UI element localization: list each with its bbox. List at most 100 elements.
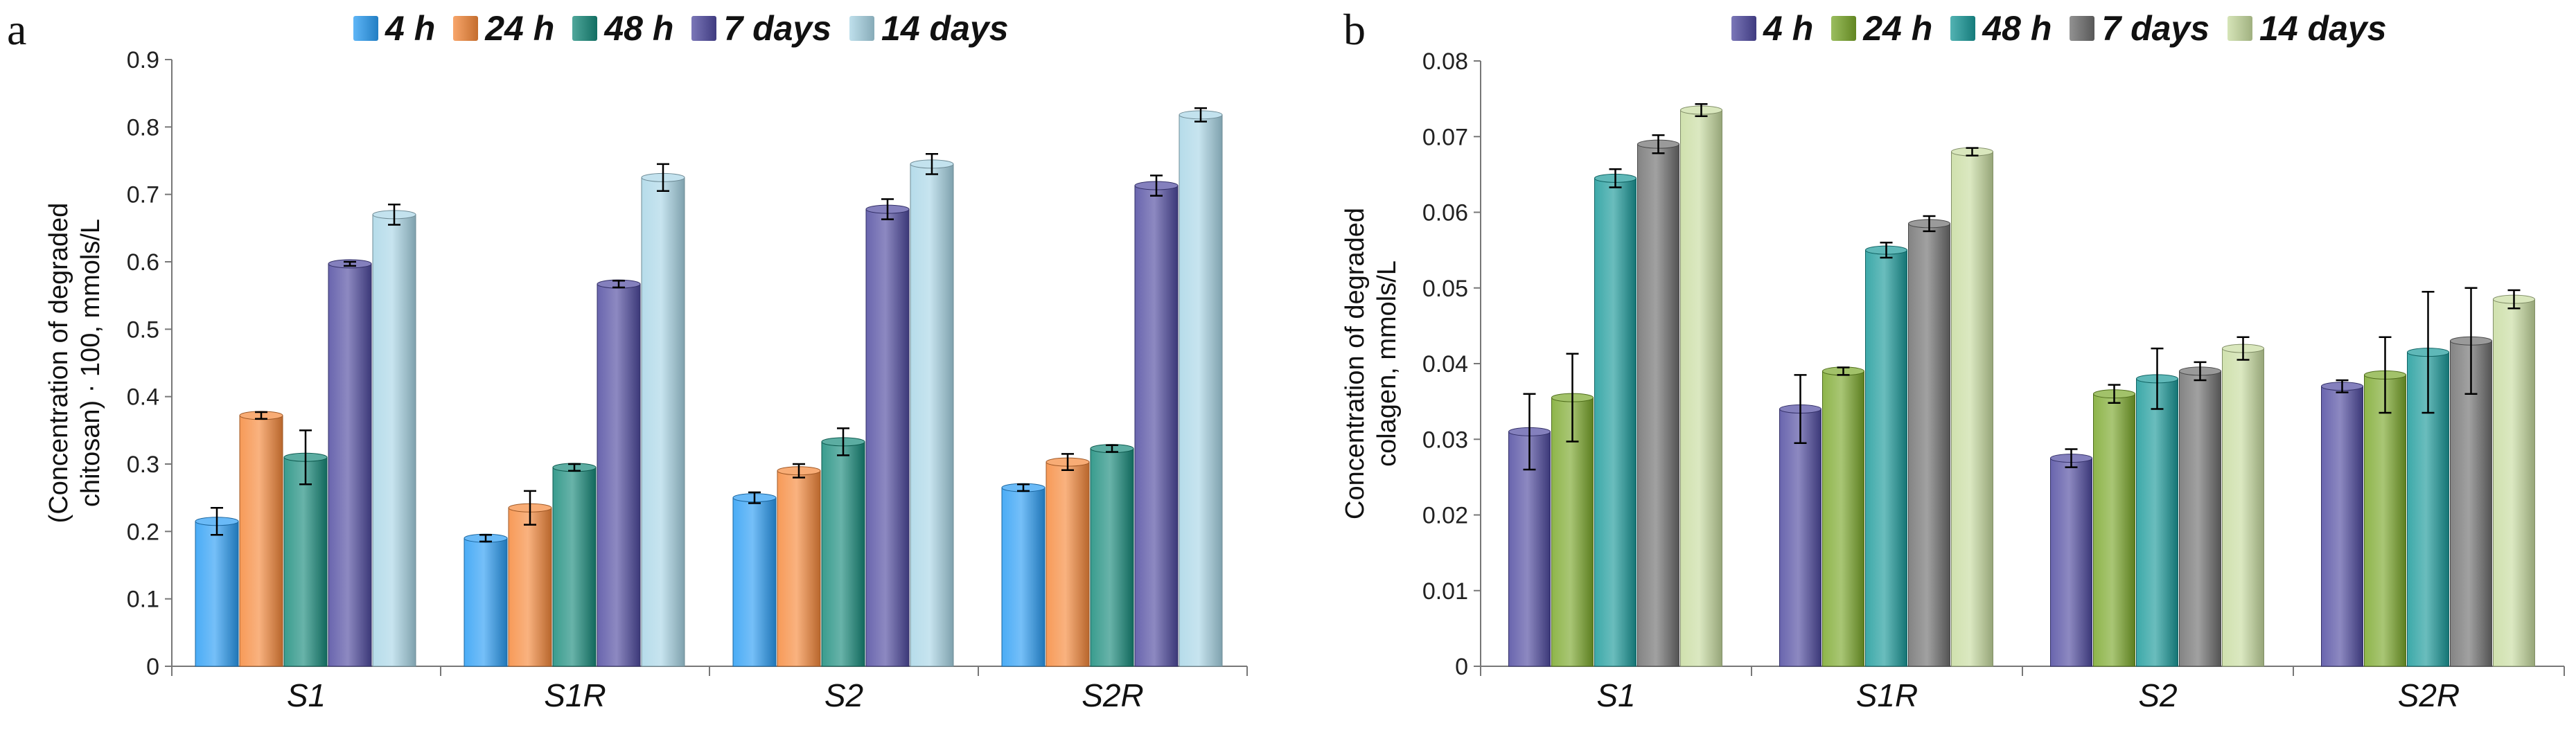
y-tick-label: 0.6 [127, 249, 159, 276]
error-bar [1695, 103, 1708, 118]
legend-label: 14 days [881, 9, 1009, 48]
error-bar [2194, 361, 2207, 382]
legend-swatch [849, 16, 875, 41]
error-bar [1652, 134, 1665, 154]
bar [2179, 371, 2221, 667]
legend-item: 24 h [1831, 8, 1932, 48]
chart-plot-b: 0 0.01 0.02 0.03 0.04 0.05 0.06 0.07 0.08 S1 S1R S2… [1422, 48, 2565, 713]
legend-label: 48 h [604, 9, 674, 48]
error-bar [388, 204, 400, 226]
error-bar [2336, 379, 2349, 393]
legend-item: 4 h [353, 8, 435, 48]
bar [2321, 386, 2363, 667]
bar [1951, 151, 1993, 667]
legend-label: 4 h [1763, 9, 1814, 48]
legend-swatch [2227, 16, 2253, 41]
bar [1637, 143, 1679, 667]
error-bar [1194, 107, 1207, 123]
y-tick-label: 0.07 [1422, 124, 1468, 150]
bar [1908, 223, 1950, 667]
bar [2136, 378, 2178, 667]
error-bar [1880, 241, 1893, 259]
axes: 0 0.1 0.2 0.3 0.4 0.5 0.6 0.7 0.8 0.9 S1 S1R S2 S2R [127, 47, 1248, 713]
legend-swatch [2070, 16, 2095, 41]
legend-item: 48 h [1950, 8, 2052, 48]
error-bar [657, 163, 669, 193]
y-tick-label: 0.06 [1422, 200, 1468, 226]
error-bar [2464, 287, 2478, 395]
y-tick-label: 0.04 [1422, 351, 1468, 377]
y-tick-label: 0 [146, 654, 159, 680]
error-bar [837, 427, 849, 456]
error-bar [1061, 453, 1074, 472]
error-bar [2379, 336, 2392, 414]
error-bar [479, 533, 492, 543]
bar [1046, 461, 1090, 667]
error-bar [2421, 290, 2435, 414]
chart-panel-a: a (Concentration of degraded chitosan) ·… [7, 5, 1248, 713]
legend-label: 24 h [1863, 9, 1933, 48]
bar [777, 470, 821, 667]
panel-letter-b: b [1343, 5, 1366, 54]
legend-swatch [572, 16, 598, 41]
bar [2093, 393, 2135, 667]
y-tick-label: 0.5 [127, 317, 159, 343]
x-tick-label: S1 [1596, 677, 1635, 713]
error-bar [1150, 175, 1163, 197]
bar [1865, 249, 1907, 667]
bar [821, 441, 865, 667]
bar [732, 497, 777, 667]
bar [283, 456, 328, 667]
bar [2050, 458, 2092, 667]
bar [372, 214, 416, 667]
y-tick-label: 0.8 [127, 114, 159, 141]
legend-item: 7 days [2070, 8, 2209, 48]
legend: 4 h 24 h 48 h 7 days 14 days [1731, 8, 2387, 48]
panel-letter-a: a [7, 5, 27, 54]
legend-item: 24 h [453, 8, 554, 48]
legend-item: 48 h [572, 8, 673, 48]
error-bar [299, 429, 312, 486]
y-tick-label: 0.9 [127, 47, 159, 73]
bar [1551, 397, 1594, 667]
bar [1594, 177, 1637, 667]
legend-swatch [691, 16, 717, 41]
bar [2493, 299, 2535, 667]
y-tick-label: 0.2 [127, 519, 159, 545]
y-tick-label: 0.05 [1422, 276, 1468, 302]
legend-label: 14 days [2259, 9, 2387, 48]
error-bar [2507, 289, 2521, 310]
error-bar [2237, 336, 2250, 361]
y-tick-label: 0.03 [1422, 427, 1468, 453]
error-bar [1566, 353, 1579, 443]
bar [328, 263, 372, 667]
legend-label: 7 days [2101, 9, 2210, 48]
x-tick-label: S2 [2138, 677, 2177, 713]
error-bar [1794, 374, 1807, 444]
bar [2222, 348, 2264, 667]
error-bar [255, 411, 267, 420]
bar [1822, 371, 1864, 667]
error-bar [2065, 448, 2078, 468]
bar [641, 177, 685, 667]
chart-panel-b: b Concentration of degraded colagen, mmo… [1288, 0, 2576, 748]
x-tick-label: S2 [824, 677, 863, 713]
axes: 0 0.01 0.02 0.03 0.04 0.05 0.06 0.07 0.08 S1 S1R S2… [1422, 48, 2565, 713]
bar [865, 208, 910, 667]
bar [508, 507, 552, 667]
error-bar [1017, 483, 1030, 492]
error-bar [881, 198, 894, 220]
bar [239, 415, 283, 667]
error-bar [1523, 393, 1536, 471]
bar [1001, 487, 1046, 667]
error-bar [793, 463, 805, 479]
bar [552, 467, 597, 667]
error-bar [2151, 347, 2164, 410]
y-tick-label: 0 [1455, 654, 1468, 680]
y-tick-label: 0.02 [1422, 503, 1468, 529]
legend-swatch [1731, 16, 1756, 41]
legend-swatch [353, 16, 378, 41]
error-bar [1837, 366, 1850, 376]
error-bar [612, 280, 625, 289]
x-tick-label: S2R [2398, 677, 2460, 713]
